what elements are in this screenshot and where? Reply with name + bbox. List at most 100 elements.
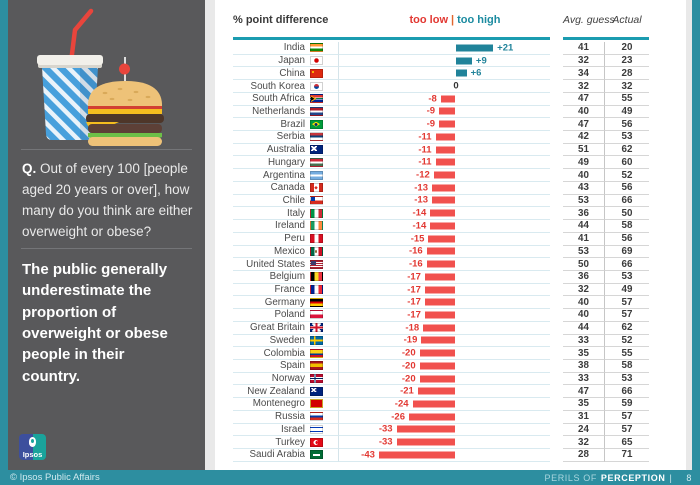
row-gap — [323, 436, 338, 449]
too-low-bar — [419, 362, 455, 370]
country-label: South Korea — [233, 80, 305, 93]
actual-value: 59 — [605, 398, 649, 411]
table-row: Spain -20 38 58 — [233, 359, 649, 373]
country-label: Ireland — [233, 220, 305, 233]
table-row: Great Britain -18 44 62 — [233, 321, 649, 335]
country-label: Serbia — [233, 131, 305, 144]
table-row: Italy -14 36 50 — [233, 207, 649, 221]
row-gap — [550, 284, 563, 297]
too-low-bar — [432, 184, 455, 192]
row-gap — [550, 335, 563, 348]
flag-cell — [309, 118, 323, 132]
flag-cell — [309, 296, 323, 310]
left-accent-stripe — [0, 0, 8, 485]
chart-header: % point difference too low | too high Avg.… — [233, 0, 649, 42]
row-gap — [550, 322, 563, 335]
country-label: Canada — [233, 182, 305, 195]
diff-value-label: 0 — [453, 80, 459, 92]
row-gap — [305, 373, 309, 386]
diff-value-label: -14 — [412, 220, 427, 232]
country-flag-icon — [309, 285, 323, 295]
row-gap — [305, 233, 309, 246]
too-low-bar — [417, 387, 455, 395]
bar-cell: -43 — [338, 449, 550, 462]
country-flag-icon — [309, 386, 323, 396]
row-gap — [323, 322, 338, 335]
flag-cell — [309, 347, 323, 360]
avg-guess-value: 40 — [563, 296, 605, 310]
avg-guess-value: 47 — [563, 92, 605, 106]
avg-guess-value: 41 — [563, 232, 605, 246]
flag-cell — [309, 93, 323, 106]
row-gap — [323, 80, 338, 93]
bar-cell: -9 — [338, 118, 550, 132]
country-label: Netherlands — [233, 106, 305, 119]
bar-cell: +9 — [338, 54, 550, 68]
country-label: Norway — [233, 373, 305, 386]
row-gap — [323, 169, 338, 182]
table-row: India +21 41 20 — [233, 42, 649, 55]
bar-cell: -12 — [338, 169, 550, 182]
country-label: Great Britain — [233, 322, 305, 335]
bar-cell: +6 — [338, 67, 550, 81]
country-label: Brazil — [233, 118, 305, 132]
country-rows: India +21 41 20 Japan +9 32 23 China +6 34 28 South … — [233, 42, 649, 462]
country-label: Israel — [233, 424, 305, 437]
country-flag-icon — [309, 119, 323, 129]
too-low-bar — [439, 120, 455, 128]
too-high-bar — [456, 44, 494, 52]
straw — [68, 8, 94, 65]
row-gap — [323, 118, 338, 132]
table-row: Australia -11 51 62 — [233, 143, 649, 157]
country-flag-icon — [309, 132, 323, 142]
too-low-bar — [435, 158, 455, 166]
too-low-bar — [419, 349, 455, 357]
row-gap — [323, 360, 338, 373]
avg-guess-value: 33 — [563, 372, 605, 386]
actual-value: 56 — [605, 118, 649, 132]
row-gap — [305, 144, 309, 157]
actual-value: 52 — [605, 169, 649, 182]
avg-guess-value: 43 — [563, 181, 605, 195]
avg-guess-value: 28 — [563, 449, 605, 462]
row-gap — [550, 271, 563, 284]
row-gap — [323, 156, 338, 170]
table-row: Japan +9 32 23 — [233, 54, 649, 68]
country-flag-icon — [309, 412, 323, 422]
row-gap — [550, 309, 563, 322]
row-gap — [323, 55, 338, 68]
flag-cell — [309, 106, 323, 119]
bar-cell: -16 — [338, 258, 550, 271]
table-row: United States -16 50 66 — [233, 258, 649, 271]
bar-cell: -26 — [338, 410, 550, 424]
sidebar-divider-top — [21, 149, 192, 150]
diff-value-label: -15 — [410, 233, 425, 245]
row-gap — [305, 385, 309, 399]
too-low-bar — [408, 413, 455, 421]
diff-value-label: +9 — [475, 55, 487, 67]
table-row: Colombia -20 35 55 — [233, 347, 649, 360]
actual-value: 53 — [605, 131, 649, 144]
row-gap — [305, 449, 309, 462]
diff-value-label: -11 — [418, 131, 432, 143]
bar-cell: -9 — [338, 105, 550, 119]
flag-cell — [309, 436, 323, 449]
sauce-layer — [88, 106, 162, 109]
avg-guess-value: 34 — [563, 67, 605, 81]
row-gap — [323, 284, 338, 297]
page-number: 8 — [686, 472, 692, 483]
table-row: Saudi Arabia -43 28 71 — [233, 449, 649, 462]
flag-cell — [309, 233, 323, 246]
row-gap — [323, 271, 338, 284]
row-gap — [323, 258, 338, 271]
actual-value: 49 — [605, 106, 649, 119]
bar-cell: -8 — [338, 92, 550, 106]
label-divider: | — [451, 14, 455, 26]
bar-cell: -33 — [338, 423, 550, 437]
diff-value-label: -26 — [391, 411, 405, 423]
country-flag-icon — [309, 424, 323, 434]
row-gap — [550, 220, 563, 233]
diff-value-label: -17 — [407, 271, 421, 283]
row-gap — [550, 449, 563, 462]
brand-prefix: PERILS OF — [544, 472, 597, 483]
